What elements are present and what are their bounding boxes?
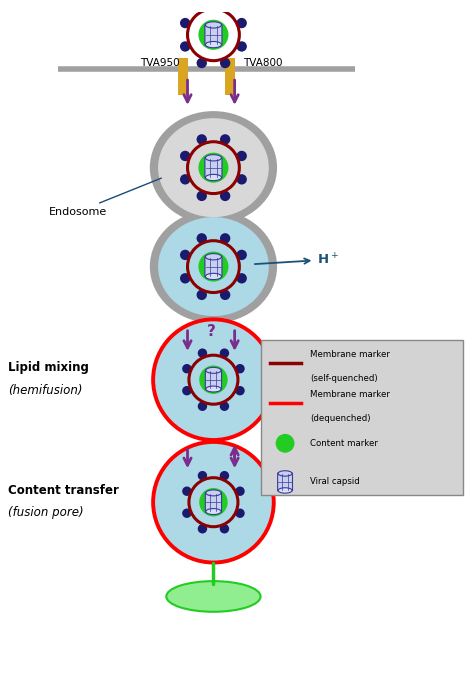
Circle shape <box>182 386 191 395</box>
Ellipse shape <box>205 42 221 48</box>
Circle shape <box>220 191 230 201</box>
Circle shape <box>220 134 230 144</box>
Circle shape <box>237 41 247 52</box>
Circle shape <box>198 471 207 480</box>
Circle shape <box>199 365 228 394</box>
Circle shape <box>220 233 230 244</box>
FancyBboxPatch shape <box>278 473 292 491</box>
Ellipse shape <box>158 217 269 316</box>
FancyBboxPatch shape <box>261 340 463 495</box>
Text: Content marker: Content marker <box>310 439 378 448</box>
Circle shape <box>182 486 191 496</box>
Text: Content transfer: Content transfer <box>9 484 119 497</box>
Circle shape <box>276 434 294 453</box>
Circle shape <box>197 290 207 300</box>
Circle shape <box>237 18 247 28</box>
Circle shape <box>197 191 207 201</box>
Circle shape <box>220 402 229 411</box>
Ellipse shape <box>206 386 221 392</box>
Circle shape <box>180 250 191 260</box>
Text: Membrane marker: Membrane marker <box>310 391 390 399</box>
Text: (hemifusion): (hemifusion) <box>9 384 83 397</box>
Ellipse shape <box>205 254 221 260</box>
FancyBboxPatch shape <box>205 157 222 178</box>
FancyBboxPatch shape <box>205 256 222 277</box>
Bar <box>178 58 188 94</box>
Ellipse shape <box>205 274 221 280</box>
Text: Viral capsid: Viral capsid <box>310 477 360 486</box>
Circle shape <box>235 486 245 496</box>
Circle shape <box>220 1 230 12</box>
Circle shape <box>197 233 207 244</box>
Ellipse shape <box>166 581 261 611</box>
Bar <box>225 58 235 94</box>
Circle shape <box>198 348 207 358</box>
Text: TVA800: TVA800 <box>243 58 282 68</box>
FancyBboxPatch shape <box>205 492 221 512</box>
Circle shape <box>199 252 228 282</box>
Ellipse shape <box>150 111 277 224</box>
Circle shape <box>220 471 229 480</box>
Text: (fusion pore): (fusion pore) <box>9 506 84 519</box>
Circle shape <box>237 150 247 161</box>
Circle shape <box>198 402 207 411</box>
Circle shape <box>153 442 274 562</box>
Circle shape <box>235 364 245 373</box>
Circle shape <box>199 488 228 516</box>
Circle shape <box>180 41 191 52</box>
Circle shape <box>220 58 230 68</box>
Circle shape <box>199 153 228 183</box>
Ellipse shape <box>205 155 221 161</box>
Circle shape <box>237 273 247 283</box>
Text: ?: ? <box>207 324 216 339</box>
Circle shape <box>220 524 229 534</box>
Ellipse shape <box>206 490 221 496</box>
Circle shape <box>197 1 207 12</box>
Text: (dequenched): (dequenched) <box>310 414 371 423</box>
Circle shape <box>182 364 191 373</box>
Ellipse shape <box>206 367 221 373</box>
Text: Membrane marker: Membrane marker <box>310 350 390 359</box>
Ellipse shape <box>205 174 221 181</box>
Circle shape <box>197 134 207 144</box>
Circle shape <box>180 18 191 28</box>
Circle shape <box>198 524 207 534</box>
Ellipse shape <box>158 118 269 217</box>
Circle shape <box>220 348 229 358</box>
Circle shape <box>237 250 247 260</box>
Circle shape <box>197 58 207 68</box>
FancyBboxPatch shape <box>205 370 221 389</box>
Text: (self-quenched): (self-quenched) <box>310 373 378 382</box>
Circle shape <box>180 174 191 185</box>
Circle shape <box>180 150 191 161</box>
Circle shape <box>182 508 191 518</box>
Text: Endosome: Endosome <box>48 178 161 217</box>
Circle shape <box>235 386 245 395</box>
Circle shape <box>220 290 230 300</box>
Circle shape <box>199 20 228 50</box>
Text: Lipid mixing: Lipid mixing <box>9 361 89 374</box>
Ellipse shape <box>150 210 277 323</box>
Text: TVA950: TVA950 <box>140 58 180 68</box>
Ellipse shape <box>278 471 292 476</box>
Ellipse shape <box>206 509 221 514</box>
FancyBboxPatch shape <box>205 25 222 45</box>
Circle shape <box>180 273 191 283</box>
Ellipse shape <box>205 22 221 28</box>
Circle shape <box>235 508 245 518</box>
Circle shape <box>237 174 247 185</box>
Ellipse shape <box>278 488 292 493</box>
Text: H$^+$: H$^+$ <box>255 252 339 267</box>
Circle shape <box>153 319 274 440</box>
